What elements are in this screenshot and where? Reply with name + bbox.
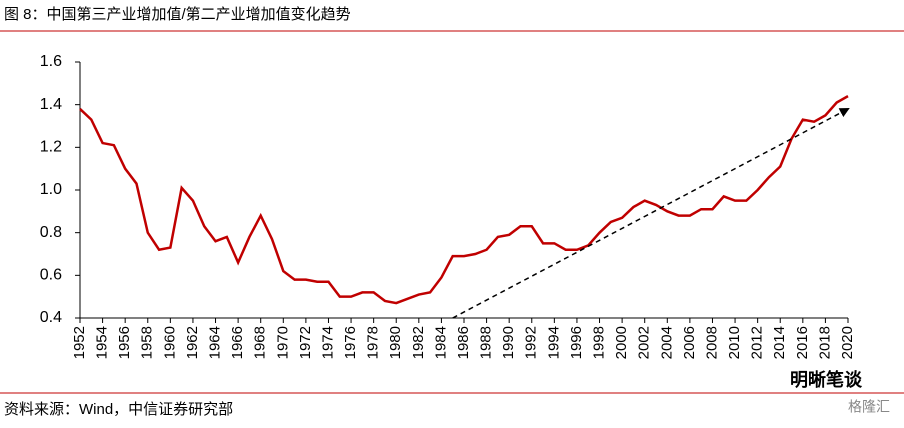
- x-tick-label: 1972: [297, 326, 314, 359]
- x-tick-label: 1984: [432, 326, 449, 359]
- x-tick-label: 1966: [229, 326, 246, 359]
- x-tick-label: 1962: [184, 326, 201, 359]
- x-tick-label: 2020: [839, 326, 856, 359]
- x-tick-label: 2000: [613, 326, 630, 359]
- x-tick-label: 2008: [703, 326, 720, 359]
- y-tick-label: 1.2: [40, 139, 62, 156]
- x-tick-label: 1960: [161, 326, 178, 359]
- x-tick-label: 2016: [794, 326, 811, 359]
- x-tick-label: 1982: [410, 326, 427, 359]
- x-tick-label: 1978: [365, 326, 382, 359]
- y-tick-label: 1.0: [40, 181, 62, 198]
- trend-arrow: [452, 107, 850, 319]
- watermark: 格隆汇: [848, 399, 890, 415]
- x-tick-label: 1986: [455, 326, 472, 359]
- x-tick-label: 1956: [116, 326, 133, 359]
- x-tick-label: 1990: [500, 326, 517, 359]
- x-tick-label: 1998: [590, 326, 607, 359]
- y-tick-label: 1.4: [40, 96, 62, 113]
- y-tick-label: 1.6: [40, 53, 62, 70]
- x-tick-label: 1970: [274, 326, 291, 359]
- x-tick-label: 1954: [94, 326, 111, 359]
- x-tick-label: 1992: [523, 326, 540, 359]
- x-tick-label: 1988: [478, 326, 495, 359]
- chart-title: 图 8：中国第三产业增加值/第二产业增加值变化趋势: [4, 5, 351, 23]
- x-tick-label: 1952: [71, 326, 88, 359]
- data-line: [79, 95, 849, 305]
- x-tick-label: 2018: [816, 326, 833, 359]
- x-tick-label: 2012: [749, 326, 766, 359]
- x-tick-label: 1968: [252, 326, 269, 359]
- x-tick-label: 1964: [206, 326, 223, 359]
- x-tick-label: 1980: [387, 326, 404, 359]
- x-tick-label: 1958: [139, 326, 156, 359]
- x-tick-label: 2004: [658, 326, 675, 359]
- x-tick-label: 1974: [319, 326, 336, 359]
- watermark: 明晰笔谈: [790, 369, 863, 390]
- y-tick-label: 0.4: [40, 309, 62, 326]
- x-tick-label: 2002: [636, 326, 653, 359]
- x-tick-label: 1996: [568, 326, 585, 359]
- x-tick-label: 2006: [681, 326, 698, 359]
- x-tick-label: 1976: [342, 326, 359, 359]
- y-tick-label: 0.6: [40, 267, 62, 284]
- x-tick-label: 2010: [726, 326, 743, 359]
- x-tick-label: 1994: [545, 326, 562, 359]
- x-tick-label: 2014: [771, 326, 788, 359]
- y-tick-label: 0.8: [40, 224, 62, 241]
- source: 资料来源：Wind，中信证券研究部: [4, 401, 233, 418]
